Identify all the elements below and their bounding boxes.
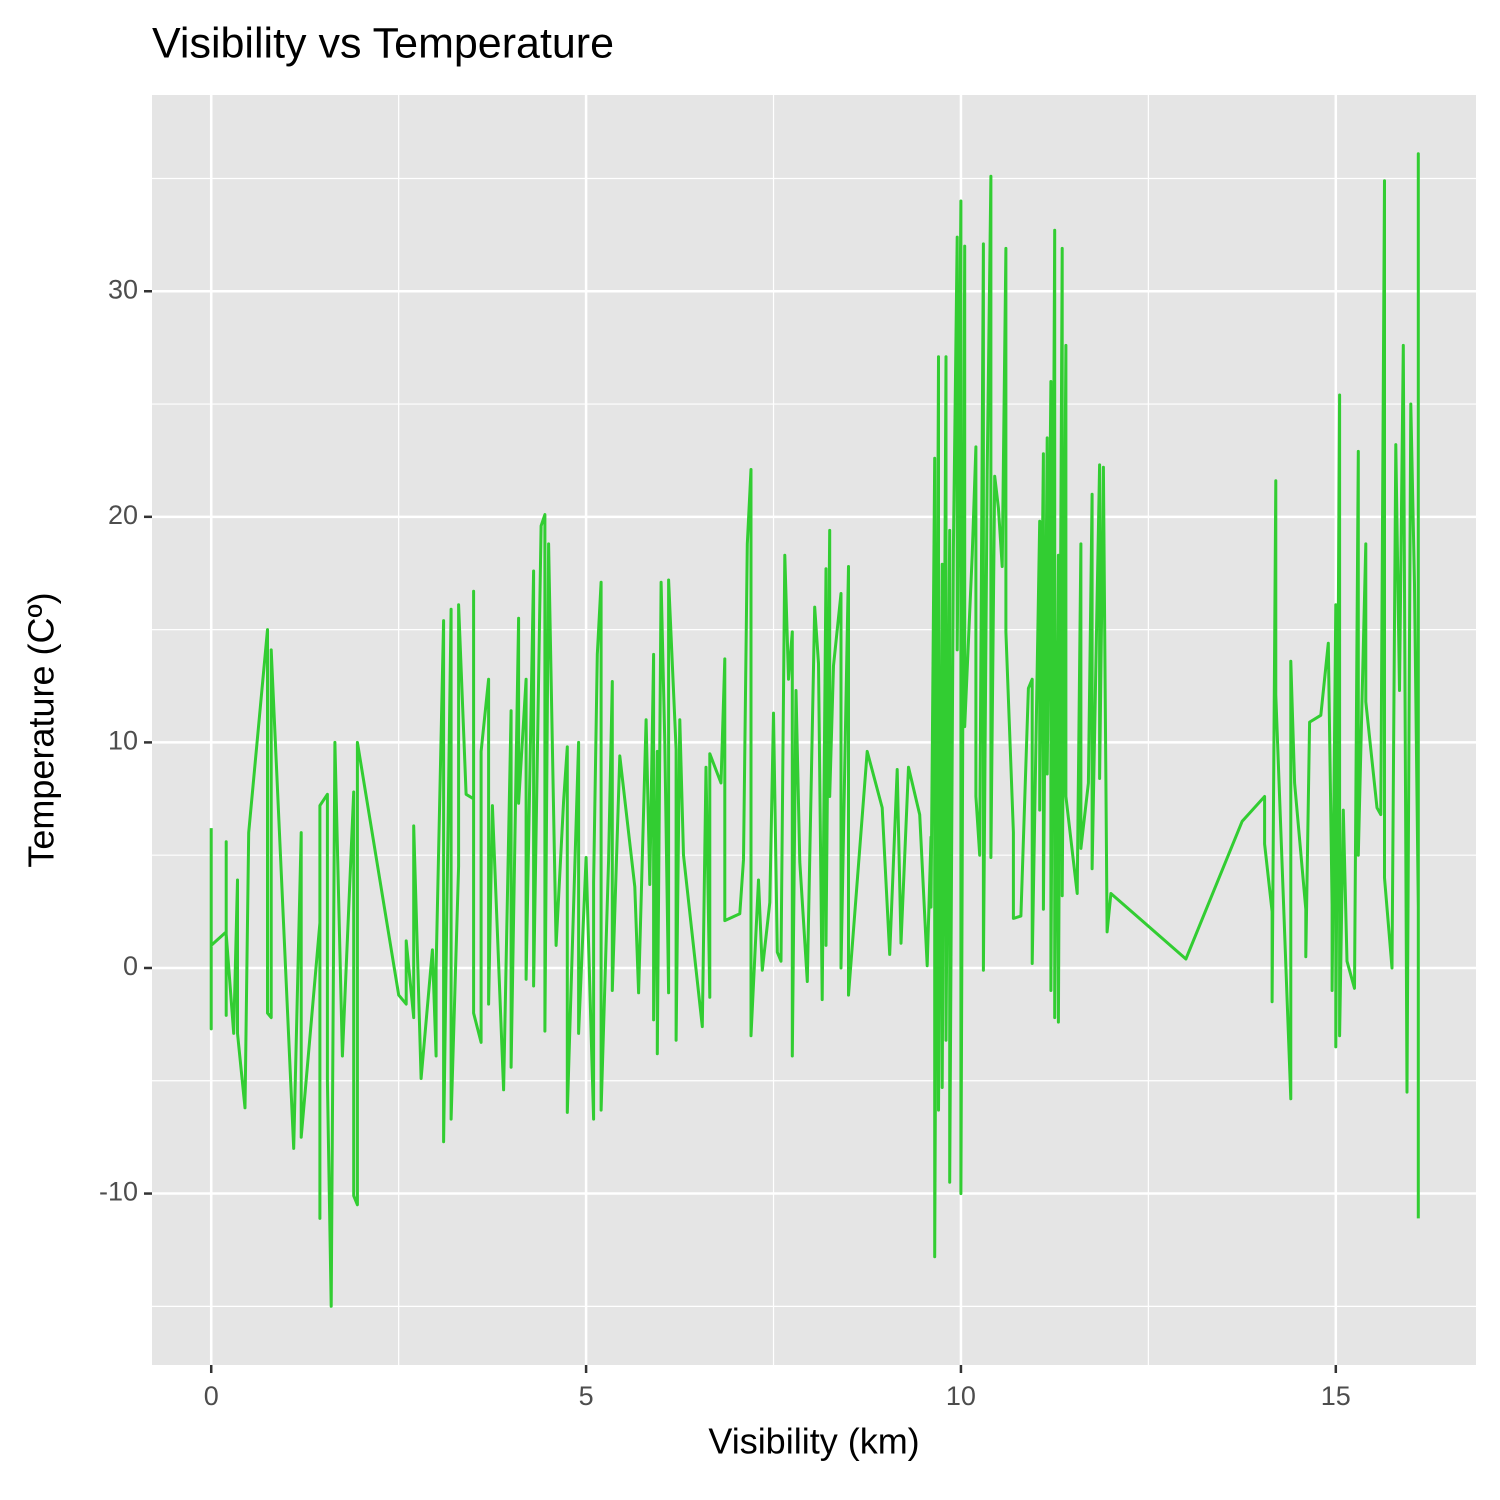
x-axis-title: Visibility (km)	[708, 1421, 919, 1462]
grid	[152, 95, 1476, 1365]
y-tick-label: 20	[108, 500, 138, 530]
marks	[209, 152, 1420, 1308]
panel	[152, 95, 1476, 1365]
y-axis-title: Temperature (Cº)	[21, 592, 62, 867]
y-tick-label: 30	[108, 274, 138, 304]
y-tick-label: 10	[108, 726, 138, 756]
chart-title: Visibility vs Temperature	[152, 19, 614, 67]
axes: 0 5 10 15 -10 0 10 20 30	[99, 274, 1351, 1411]
y-tick-label: -10	[99, 1177, 138, 1207]
x-tick-label: 10	[946, 1381, 976, 1411]
y-tick-label: 0	[123, 951, 138, 981]
x-tick-label: 0	[204, 1381, 219, 1411]
data-line	[209, 152, 1420, 1308]
x-tick-label: 15	[1321, 1381, 1351, 1411]
x-tick-label: 5	[579, 1381, 594, 1411]
